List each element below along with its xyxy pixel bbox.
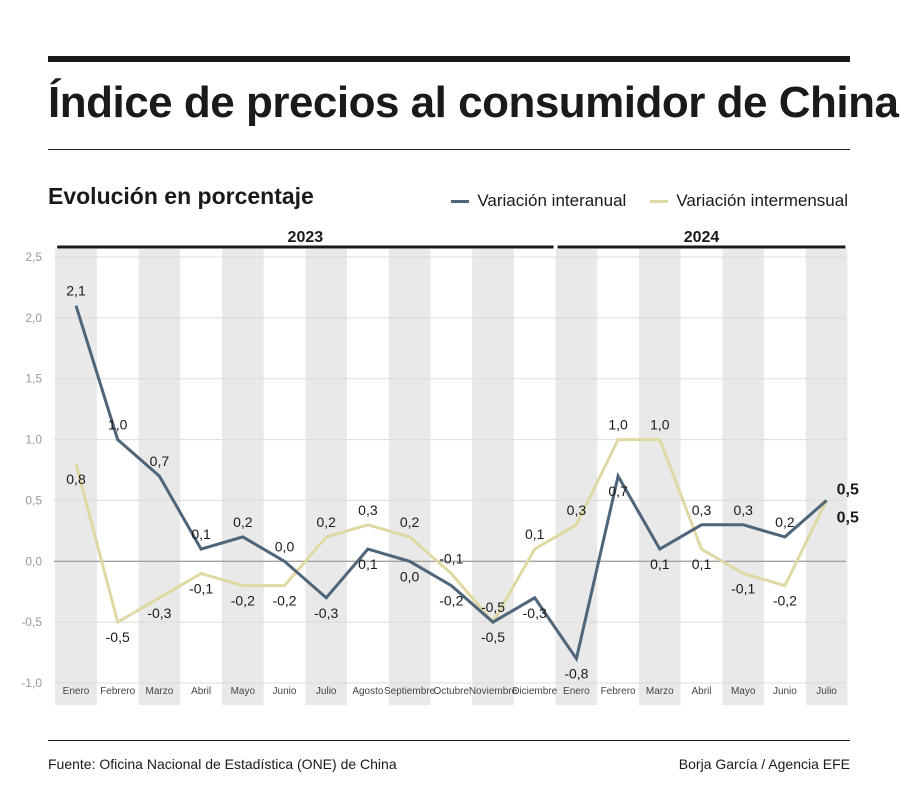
x-tick-label: Agosto	[352, 686, 384, 697]
y-tick-label: 2,5	[25, 250, 42, 264]
x-tick-label: Abril	[191, 686, 211, 697]
data-label-intermensual: -0,1	[731, 580, 755, 596]
legend-label-interanual: Variación interanual	[477, 191, 627, 210]
y-tick-label: 0,0	[25, 554, 42, 568]
data-label-interanual: 0,7	[150, 453, 170, 469]
data-label-intermensual: 0,3	[358, 502, 378, 518]
data-label-interanual: 0,0	[275, 538, 295, 554]
x-tick-label: Abril	[691, 686, 711, 697]
data-label-interanual: 0,7	[608, 483, 628, 499]
column-band	[722, 249, 765, 705]
line-chart: 2,5 2,0 1,5 1,0 0,5 0,0 -0,5 -1,0 2023 2024 Enero F…	[21, 229, 859, 705]
data-label-intermensual: -0,2	[272, 593, 296, 609]
data-label-interanual: 0,5	[837, 481, 859, 498]
y-tick-label: 2,0	[25, 311, 42, 325]
data-label-interanual: -0,8	[564, 666, 588, 682]
legend-item-interanual: Variación interanual	[451, 191, 626, 211]
y-tick-label: -0,5	[21, 615, 42, 629]
y-tick-label: -1,0	[21, 676, 42, 690]
chart-subtitle: Evolución en porcentaje	[48, 183, 314, 209]
x-tick-label: Julio	[816, 686, 837, 697]
data-label-interanual: -0,3	[314, 605, 338, 621]
data-label-interanual: -0,5	[481, 599, 505, 615]
column-band	[472, 249, 514, 705]
year-label: 2023	[288, 229, 324, 246]
legend-label-intermensual: Variación intermensual	[676, 191, 848, 210]
data-label-intermensual: -0,3	[147, 605, 171, 621]
data-label-intermensual: 0,2	[400, 514, 420, 530]
data-label-interanual: 0,3	[692, 502, 712, 518]
data-label-interanual: 0,2	[775, 514, 795, 530]
column-band	[55, 249, 97, 705]
x-tick-label: Mayo	[731, 686, 756, 697]
x-tick-label: Diciembre	[512, 686, 557, 697]
data-label-intermensual: -0,1	[189, 580, 213, 596]
legend-swatch-interanual	[451, 199, 470, 203]
x-tick-label: Octubre	[434, 686, 470, 697]
x-tick-label: Febrero	[100, 686, 135, 697]
data-label-intermensual: -0,2	[773, 593, 797, 609]
x-tick-label: Mayo	[231, 686, 256, 697]
series-line-intermensual	[74, 438, 828, 625]
data-label-intermensual: 0,1	[525, 526, 545, 542]
data-label-intermensual: 0,1	[692, 556, 712, 572]
source-note: Fuente: Oficina Nacional de Estadística …	[48, 756, 397, 772]
data-label-interanual: 0,1	[650, 556, 670, 572]
data-label-interanual: -0,2	[439, 593, 463, 609]
chart-title: Índice de precios al consumidor de China	[48, 78, 899, 127]
legend: Variación interanual Variación intermens…	[427, 191, 848, 211]
top-rule	[48, 56, 850, 62]
data-label-intermensual: 0,2	[316, 514, 336, 530]
x-tick-label: Marzo	[146, 686, 174, 697]
data-label-intermensual: 0,3	[567, 502, 587, 518]
data-label-intermensual: -0,5	[106, 629, 130, 645]
data-label-interanual: 0,1	[191, 526, 211, 542]
column-band	[221, 249, 264, 705]
data-label-intermensual: 0,5	[837, 509, 859, 526]
data-label-interanual: 0,3	[733, 502, 753, 518]
legend-swatch-intermensual	[650, 199, 669, 203]
column-band	[305, 249, 348, 705]
x-tick-label: Septiembre	[384, 686, 436, 697]
y-tick-label: 0,5	[25, 493, 42, 507]
data-label-intermensual: 0,8	[66, 471, 86, 487]
data-label-interanual: 0,2	[233, 514, 253, 530]
series-line-interanual	[74, 305, 828, 663]
column-band	[388, 249, 431, 705]
year-label: 2024	[684, 229, 720, 246]
x-tick-label: Julio	[316, 686, 337, 697]
title-divider	[48, 149, 850, 150]
x-tick-label: Enero	[563, 686, 590, 697]
y-tick-label: 1,0	[25, 433, 42, 447]
x-tick-label: Enero	[63, 686, 90, 697]
credit-note: Borja García / Agencia EFE	[678, 756, 850, 772]
x-tick-label: Junio	[773, 686, 797, 697]
data-label-interanual: 0,0	[400, 568, 420, 584]
data-label-interanual: -0,3	[523, 605, 547, 621]
data-label-interanual: 1,0	[108, 417, 128, 433]
legend-item-intermensual: Variación intermensual	[650, 191, 848, 211]
column-band	[555, 249, 598, 705]
data-label-interanual: 0,1	[358, 556, 378, 572]
data-label-intermensual: 1,0	[650, 417, 670, 433]
data-label-interanual: 2,1	[66, 283, 86, 299]
data-label-intermensual: -0,2	[231, 593, 255, 609]
y-tick-label: 1,5	[25, 372, 42, 386]
data-label-intermensual: -0,1	[439, 550, 463, 566]
x-tick-label: Junio	[273, 686, 297, 697]
bottom-divider	[48, 740, 850, 741]
data-label-intermensual: -0,5	[481, 629, 505, 645]
x-tick-label: Marzo	[646, 686, 674, 697]
column-band	[805, 249, 848, 705]
x-tick-label: Noviembre	[469, 686, 518, 697]
x-tick-label: Febrero	[601, 686, 636, 697]
data-label-intermensual: 1,0	[608, 417, 628, 433]
